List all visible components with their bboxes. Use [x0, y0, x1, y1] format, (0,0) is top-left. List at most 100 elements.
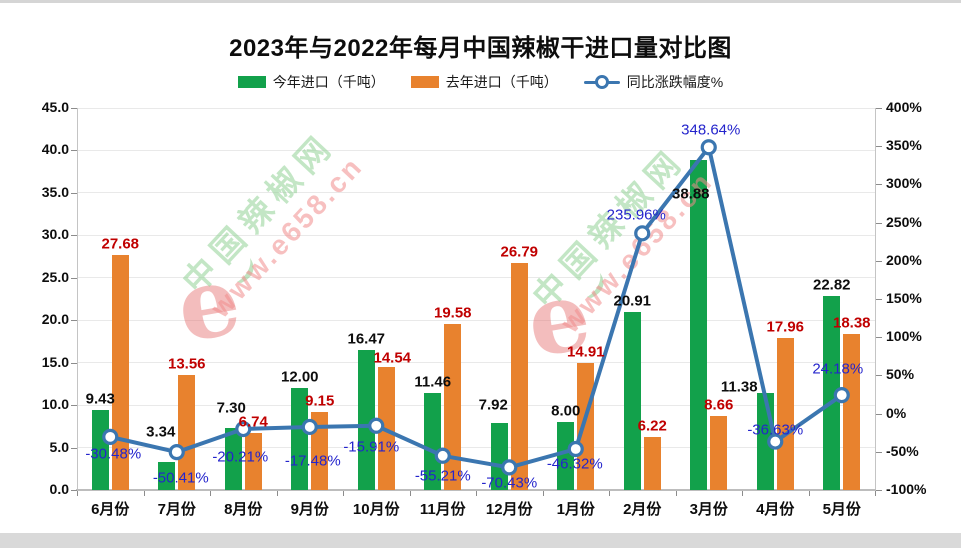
- x-axis-tick: [343, 491, 344, 496]
- bar-this-year-10月份: [357, 350, 375, 490]
- value-label-this-year-8月份: 7.30: [216, 399, 246, 417]
- value-label-last-year-1月份: 14.91: [566, 343, 605, 361]
- bar-this-year-2月份: [623, 312, 641, 490]
- legend-item-yoy: 同比涨跌幅度%: [583, 72, 723, 92]
- pct-label-9月份: -17.48%: [284, 452, 341, 470]
- watermark: e 中国辣椒网 www.e658.cn: [169, 125, 408, 364]
- x-axis-tick: [875, 491, 876, 496]
- y-axis-left-tick: [71, 150, 77, 152]
- watermark-text: 中国辣椒网 www.e658.cn: [169, 117, 369, 324]
- pct-label-5月份: 24.18%: [812, 360, 864, 378]
- y-axis-right-tick-label: -100%: [886, 481, 927, 497]
- yoy-line: [109, 145, 843, 470]
- x-axis-category-label: 1月份: [556, 501, 595, 518]
- value-label-this-year-2月份: 20.91: [613, 292, 652, 310]
- legend-label-last-year: 去年进口（千吨）: [445, 74, 558, 90]
- y-axis-right-tick: [876, 184, 882, 186]
- y-axis-right-tick-label: 250%: [886, 213, 922, 230]
- y-axis-left-tick: [71, 447, 77, 449]
- watermark-logo-e-icon: e: [168, 242, 249, 365]
- x-axis-category-label: 6月份: [91, 501, 130, 518]
- y-axis-left-tick: [71, 235, 77, 237]
- x-axis-tick: [742, 491, 743, 496]
- y-axis-right-tick-label: 50%: [886, 366, 915, 383]
- y-axis-right-tick-label: 200%: [886, 251, 922, 268]
- legend: 今年进口（千吨） 去年进口（千吨） 同比涨跌幅度%: [0, 71, 961, 93]
- x-axis-category-label: 3月份: [689, 501, 728, 518]
- y-axis-left-tick: [71, 362, 77, 364]
- value-label-last-year-5月份: 18.38: [832, 314, 871, 332]
- value-label-last-year-2月份: 6.22: [637, 417, 667, 435]
- h-gridline: [77, 192, 875, 193]
- watermark-brand: 中国辣椒网: [175, 124, 343, 301]
- y-axis-left-line: [77, 108, 78, 490]
- x-axis-category-label: 12月份: [485, 501, 533, 518]
- y-axis-right-tick: [876, 222, 882, 224]
- line-marker-3月份: [700, 139, 717, 156]
- y-axis-right-tick-label: 350%: [886, 137, 922, 154]
- y-axis-left-tick-label: 0.0: [49, 481, 69, 497]
- orange-bar-swatch-icon: [410, 76, 439, 88]
- y-axis-right-tick: [876, 108, 882, 109]
- y-axis-right-tick: [876, 146, 882, 148]
- value-label-this-year-1月份: 8.00: [551, 402, 581, 420]
- pct-label-2月份: 235.96%: [606, 206, 666, 224]
- y-axis-left-tick-label: 15.0: [41, 353, 69, 370]
- y-axis-right-line: [875, 108, 876, 490]
- pct-label-3月份: 348.64%: [681, 121, 741, 139]
- h-gridline: [77, 405, 875, 406]
- value-label-this-year-5月份: 22.82: [812, 276, 851, 294]
- y-axis-right-tick: [876, 260, 882, 262]
- page-bottom-strip: [0, 533, 961, 548]
- bar-this-year-4月份: [756, 393, 774, 490]
- y-axis-right-tick-label: 400%: [886, 99, 922, 115]
- h-gridline: [77, 150, 875, 151]
- y-axis-right-tick: [876, 413, 882, 415]
- x-axis-tick: [276, 491, 278, 496]
- value-label-last-year-9月份: 9.15: [305, 392, 335, 410]
- value-label-last-year-3月份: 8.66: [704, 396, 734, 414]
- value-label-this-year-7月份: 3.34: [146, 423, 176, 441]
- y-axis-left-tick: [71, 277, 77, 279]
- bar-last-year-12月份: [510, 262, 528, 490]
- pct-label-8月份: -20.21%: [212, 448, 269, 466]
- y-axis-left-tick: [71, 192, 77, 194]
- chili-leaf-icon: [587, 273, 604, 298]
- pct-label-7月份: -50.41%: [152, 469, 209, 487]
- h-gridline: [77, 235, 875, 236]
- line-marker-swatch-icon: [583, 75, 620, 89]
- pct-label-1月份: -46.32%: [546, 455, 603, 473]
- watermark-url: www.e658.cn: [204, 150, 370, 324]
- line-marker-2月份: [634, 225, 651, 242]
- pct-label-11月份: -55.21%: [414, 467, 471, 485]
- bar-last-year-11月份: [444, 323, 462, 490]
- x-axis-tick: [808, 491, 810, 496]
- y-axis-left-tick-label: 35.0: [41, 183, 69, 200]
- pct-label-6月份: -30.48%: [85, 445, 142, 463]
- y-axis-right-tick-label: 100%: [886, 328, 922, 345]
- y-axis-left-tick-label: 10.0: [41, 396, 69, 413]
- y-axis-left-tick-label: 45.0: [41, 99, 69, 115]
- pct-label-12月份: -70.43%: [481, 474, 538, 492]
- value-label-last-year-12月份: 26.79: [500, 243, 539, 261]
- value-label-this-year-4月份: 11.38: [720, 378, 758, 396]
- h-gridline: [77, 108, 875, 109]
- x-axis-category-label: 8月份: [224, 501, 263, 518]
- x-axis-category-label: 4月份: [756, 501, 795, 518]
- x-axis-tick: [77, 491, 78, 496]
- y-axis-left-tick-label: 30.0: [41, 226, 69, 243]
- chili-leaf-icon: [237, 258, 254, 283]
- y-axis-left-tick: [71, 490, 77, 491]
- chart-title: 2023年与2022年每月中国辣椒干进口量对比图: [229, 35, 732, 62]
- green-bar-swatch-icon: [237, 76, 266, 88]
- y-axis-left-tick-label: 20.0: [41, 311, 69, 328]
- x-axis-category-label: 10月份: [352, 501, 400, 518]
- legend-item-this-year: 今年进口（千吨）: [237, 72, 385, 92]
- bar-this-year-3月份: [690, 159, 708, 490]
- x-axis-tick: [476, 491, 477, 496]
- x-axis-tick: [609, 491, 610, 496]
- pct-label-4月份: -36.63%: [747, 421, 804, 439]
- y-axis-right-tick: [876, 451, 882, 453]
- x-axis-category-label: 9月份: [290, 501, 329, 518]
